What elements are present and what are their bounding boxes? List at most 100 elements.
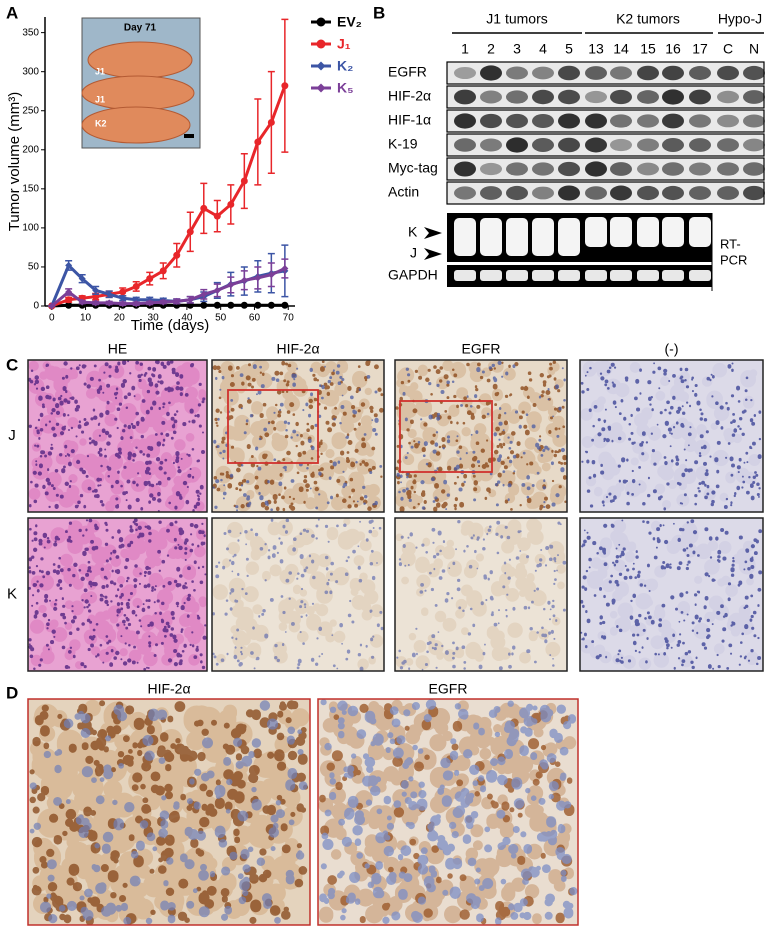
image-border [211,517,385,672]
blot-band [480,186,502,200]
legend-label: EV₂ [337,14,362,30]
lane-label: 16 [665,41,681,57]
row-label: Myc-tag [388,160,438,176]
blot-band [662,138,684,152]
data-point [146,275,154,283]
data-point [105,290,113,298]
data-point [92,286,100,294]
tissue-image [212,518,384,671]
y-tick-label: 0 [33,301,39,312]
group-label: K2 tumors [616,11,680,27]
pcr-band [610,270,632,281]
pcr-band [558,218,580,256]
series-line [51,303,285,308]
blot-band [637,185,659,201]
blot-band [610,162,632,176]
blot-band [506,113,528,129]
data-point [281,265,289,273]
data-point [240,301,248,309]
lane-label: 17 [692,41,708,57]
tissue-texture [319,699,578,925]
legend-marker [316,17,326,27]
blot-band [743,90,765,104]
blot-band [558,65,580,81]
pcr-band [558,270,580,281]
row-label: HIF-1α [388,112,431,128]
blot-band [610,185,632,201]
blot-band [506,162,528,176]
row-label: K [7,585,17,602]
image-border [27,517,208,672]
blot-band [743,138,765,152]
data-point [227,200,235,208]
legend-marker [316,83,326,93]
data-point [173,297,181,305]
pcr-band [480,270,502,281]
blot-band [558,185,580,201]
image-border [27,359,208,513]
blot-band [585,137,607,153]
y-tick-label: 300 [22,66,39,77]
blot-band [480,65,502,81]
tissue-texture [580,519,759,670]
y-tick-label: 250 [22,105,39,116]
blot-band [689,138,711,152]
tissue-texture [396,520,567,671]
lane-label: 5 [565,41,573,57]
blot-band [610,66,632,80]
blot-band [637,65,659,81]
blot-band [558,161,580,177]
inset-label: J1 [95,94,105,104]
panel-label: D [6,683,18,702]
pcr-label: RT- [720,236,741,251]
tissue-texture [29,700,308,925]
lane-label: 15 [640,41,656,57]
row-label: Actin [388,184,419,200]
band-label: K [408,224,418,240]
panel-label: B [373,3,385,22]
data-point [78,275,86,283]
data-point [186,296,194,304]
blot-band [689,114,711,128]
data-point [227,301,235,309]
lane-label: 13 [588,41,604,57]
pcr-band [480,218,502,256]
panel-label: C [6,355,18,374]
blot-band [532,66,554,80]
image-border [211,359,385,513]
column-label: HE [108,341,127,357]
mouse [81,75,195,111]
inset-label: Day 71 [124,23,157,34]
data-point [267,271,275,279]
data-point [119,288,127,296]
blot-band [585,186,607,200]
blot-band [689,162,711,176]
image-border [317,698,579,926]
group-label: J1 tumors [486,11,547,27]
blot-band [743,114,765,128]
blot-band [532,113,554,129]
data-point [186,228,194,236]
blot-band [506,90,528,104]
blot-band [585,113,607,129]
data-point [254,301,262,309]
blot-band [480,162,502,176]
image-border [394,359,568,513]
highlight-box [227,389,319,464]
blot-band [585,161,607,177]
pcr-band [689,217,711,247]
data-point [48,302,56,310]
pcr-band [662,217,684,247]
image-border [394,517,568,672]
tissue-image [395,360,567,512]
blot-band [532,162,554,176]
blot-band [480,113,502,129]
tissue-texture [212,364,383,512]
lane-label: 3 [513,41,521,57]
pcr-band [454,270,476,281]
data-point [65,301,73,309]
series-line [50,262,286,307]
blot-band [662,113,684,129]
data-point [240,177,248,185]
band-arrow [424,227,442,239]
